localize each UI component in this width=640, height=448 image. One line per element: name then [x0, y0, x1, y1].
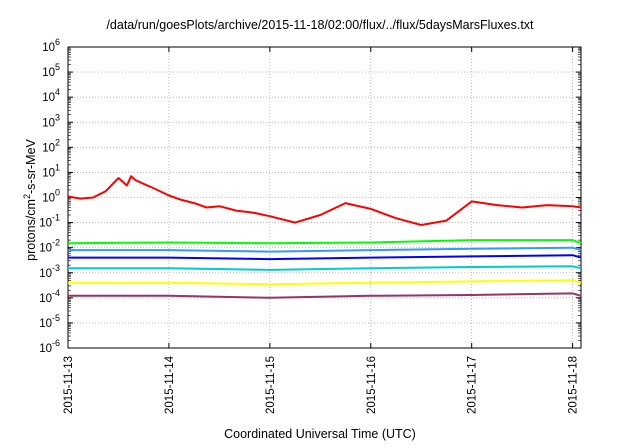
y-tick-label: 104 — [42, 87, 60, 104]
y-tick-label: 100 — [42, 188, 60, 205]
series-line-3 — [68, 246, 582, 253]
plot-frame — [67, 46, 582, 349]
x-tick-label: 2015-11-15 — [265, 356, 277, 414]
y-axis-label: protons/cm2-s-sr-MeV — [22, 139, 39, 261]
series-line-5 — [68, 265, 582, 271]
y-tick-label: 10-2 — [39, 238, 60, 255]
x-tick-label: 2015-11-16 — [366, 356, 378, 414]
y-tick-label: 102 — [42, 137, 60, 154]
x-tick-label: 2015-11-17 — [467, 356, 479, 414]
y-tick-label: 10-5 — [39, 313, 60, 330]
x-tick-label: 2015-11-14 — [164, 355, 176, 414]
y-tick-label: 10-4 — [39, 288, 60, 305]
y-tick-label: 106 — [42, 37, 60, 54]
y-tick-label: 105 — [42, 62, 60, 79]
y-tick-label: 101 — [42, 162, 60, 179]
y-axis: 10-6 10-5 10-4 10-3 10-2 10-1 100 101 102 103 104 1… — [39, 37, 581, 355]
series-line-7 — [68, 292, 582, 299]
x-tick-label: 2015-11-13 — [63, 356, 75, 414]
series-line-2 — [67, 239, 582, 245]
x-tick-label: 2015-11-18 — [568, 356, 580, 414]
chart-title: /data/run/goesPlots/archive/2015-11-18/0… — [106, 18, 534, 32]
grid — [68, 47, 581, 348]
x-axis-label: Coordinated Universal Time (UTC) — [224, 427, 416, 441]
y-tick-label: 10-3 — [39, 263, 60, 280]
x-axis: 2015-11-13 2015-11-14 2015-11-15 2015-11-16… — [63, 47, 580, 414]
series-line-4 — [68, 254, 582, 261]
series-line-1 — [67, 175, 582, 226]
series-line-6 — [68, 279, 582, 286]
y-tick-label: 103 — [42, 112, 60, 129]
y-tick-label: 10-1 — [39, 213, 60, 230]
y-tick-label: 10-6 — [39, 338, 60, 355]
series-layer — [67, 175, 582, 299]
